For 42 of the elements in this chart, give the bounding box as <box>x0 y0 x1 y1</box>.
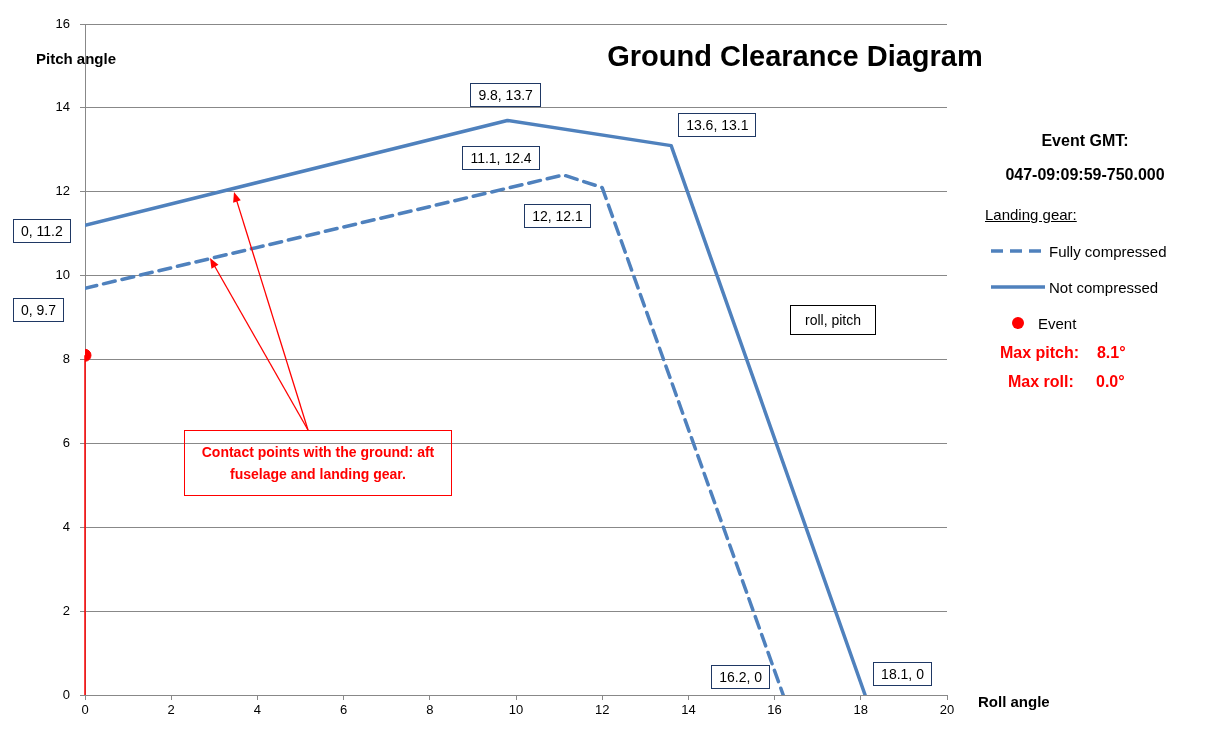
annotation: 12, 12.1 <box>524 203 591 228</box>
y-axis-title: Pitch angle <box>36 50 117 67</box>
annotation: 9.8, 13.7 <box>470 83 541 108</box>
y-tick-label: 6 <box>62 434 70 450</box>
x-tick-label: 18 <box>853 702 869 718</box>
legend-label: Not compressed <box>1049 278 1159 296</box>
legend-label: Fully compressed <box>1049 242 1167 260</box>
annotation: roll, pitch <box>790 305 877 335</box>
legend-title: Landing gear: <box>985 206 1078 223</box>
x-tick-label: 10 <box>508 702 524 718</box>
annotation: 13.6, 13.1 <box>678 112 757 137</box>
y-tick-label: 4 <box>62 518 70 534</box>
annotation: 18.1, 0 <box>873 662 932 686</box>
annotation: 0, 9.7 <box>13 298 65 323</box>
x-tick-label: 0 <box>81 702 89 718</box>
x-tick-label: 6 <box>339 702 348 718</box>
x-axis-title: Roll angle <box>978 693 1050 710</box>
y-tick-label: 0 <box>62 686 70 702</box>
x-tick-label: 12 <box>594 702 610 718</box>
x-tick-label: 16 <box>767 702 782 718</box>
x-tick-label: 4 <box>253 702 262 718</box>
line-series <box>85 173 785 695</box>
y-tick-label: 8 <box>62 351 70 367</box>
text: Max pitch: 8.1° <box>1000 344 1126 362</box>
y-tick-label: 16 <box>55 15 70 31</box>
annotation: 11.1, 12.4 <box>462 145 540 170</box>
y-tick-label: 2 <box>62 602 70 618</box>
x-tick-label: 8 <box>426 702 434 718</box>
annotation: Contact points with the ground: aft fuselage and landing gear. <box>184 430 452 496</box>
text: Event GMT: <box>1041 132 1129 150</box>
text: 047-09:09:59-750.000 <box>1005 166 1165 184</box>
x-tick-label: 20 <box>939 702 955 718</box>
x-tick-label: 2 <box>167 702 175 718</box>
text: Ground Clearance Diagram <box>607 40 983 73</box>
text: Max roll: 0.0° <box>1008 373 1125 391</box>
legend-label: Event <box>1038 314 1077 332</box>
x-tick-label: 14 <box>681 702 696 718</box>
y-tick-label: 12 <box>55 183 70 199</box>
annotation: 0, 11.2 <box>13 219 71 244</box>
annotation: 16.2, 0 <box>711 665 771 689</box>
y-tick-label: 14 <box>55 99 70 115</box>
y-tick-label: 10 <box>55 267 70 283</box>
